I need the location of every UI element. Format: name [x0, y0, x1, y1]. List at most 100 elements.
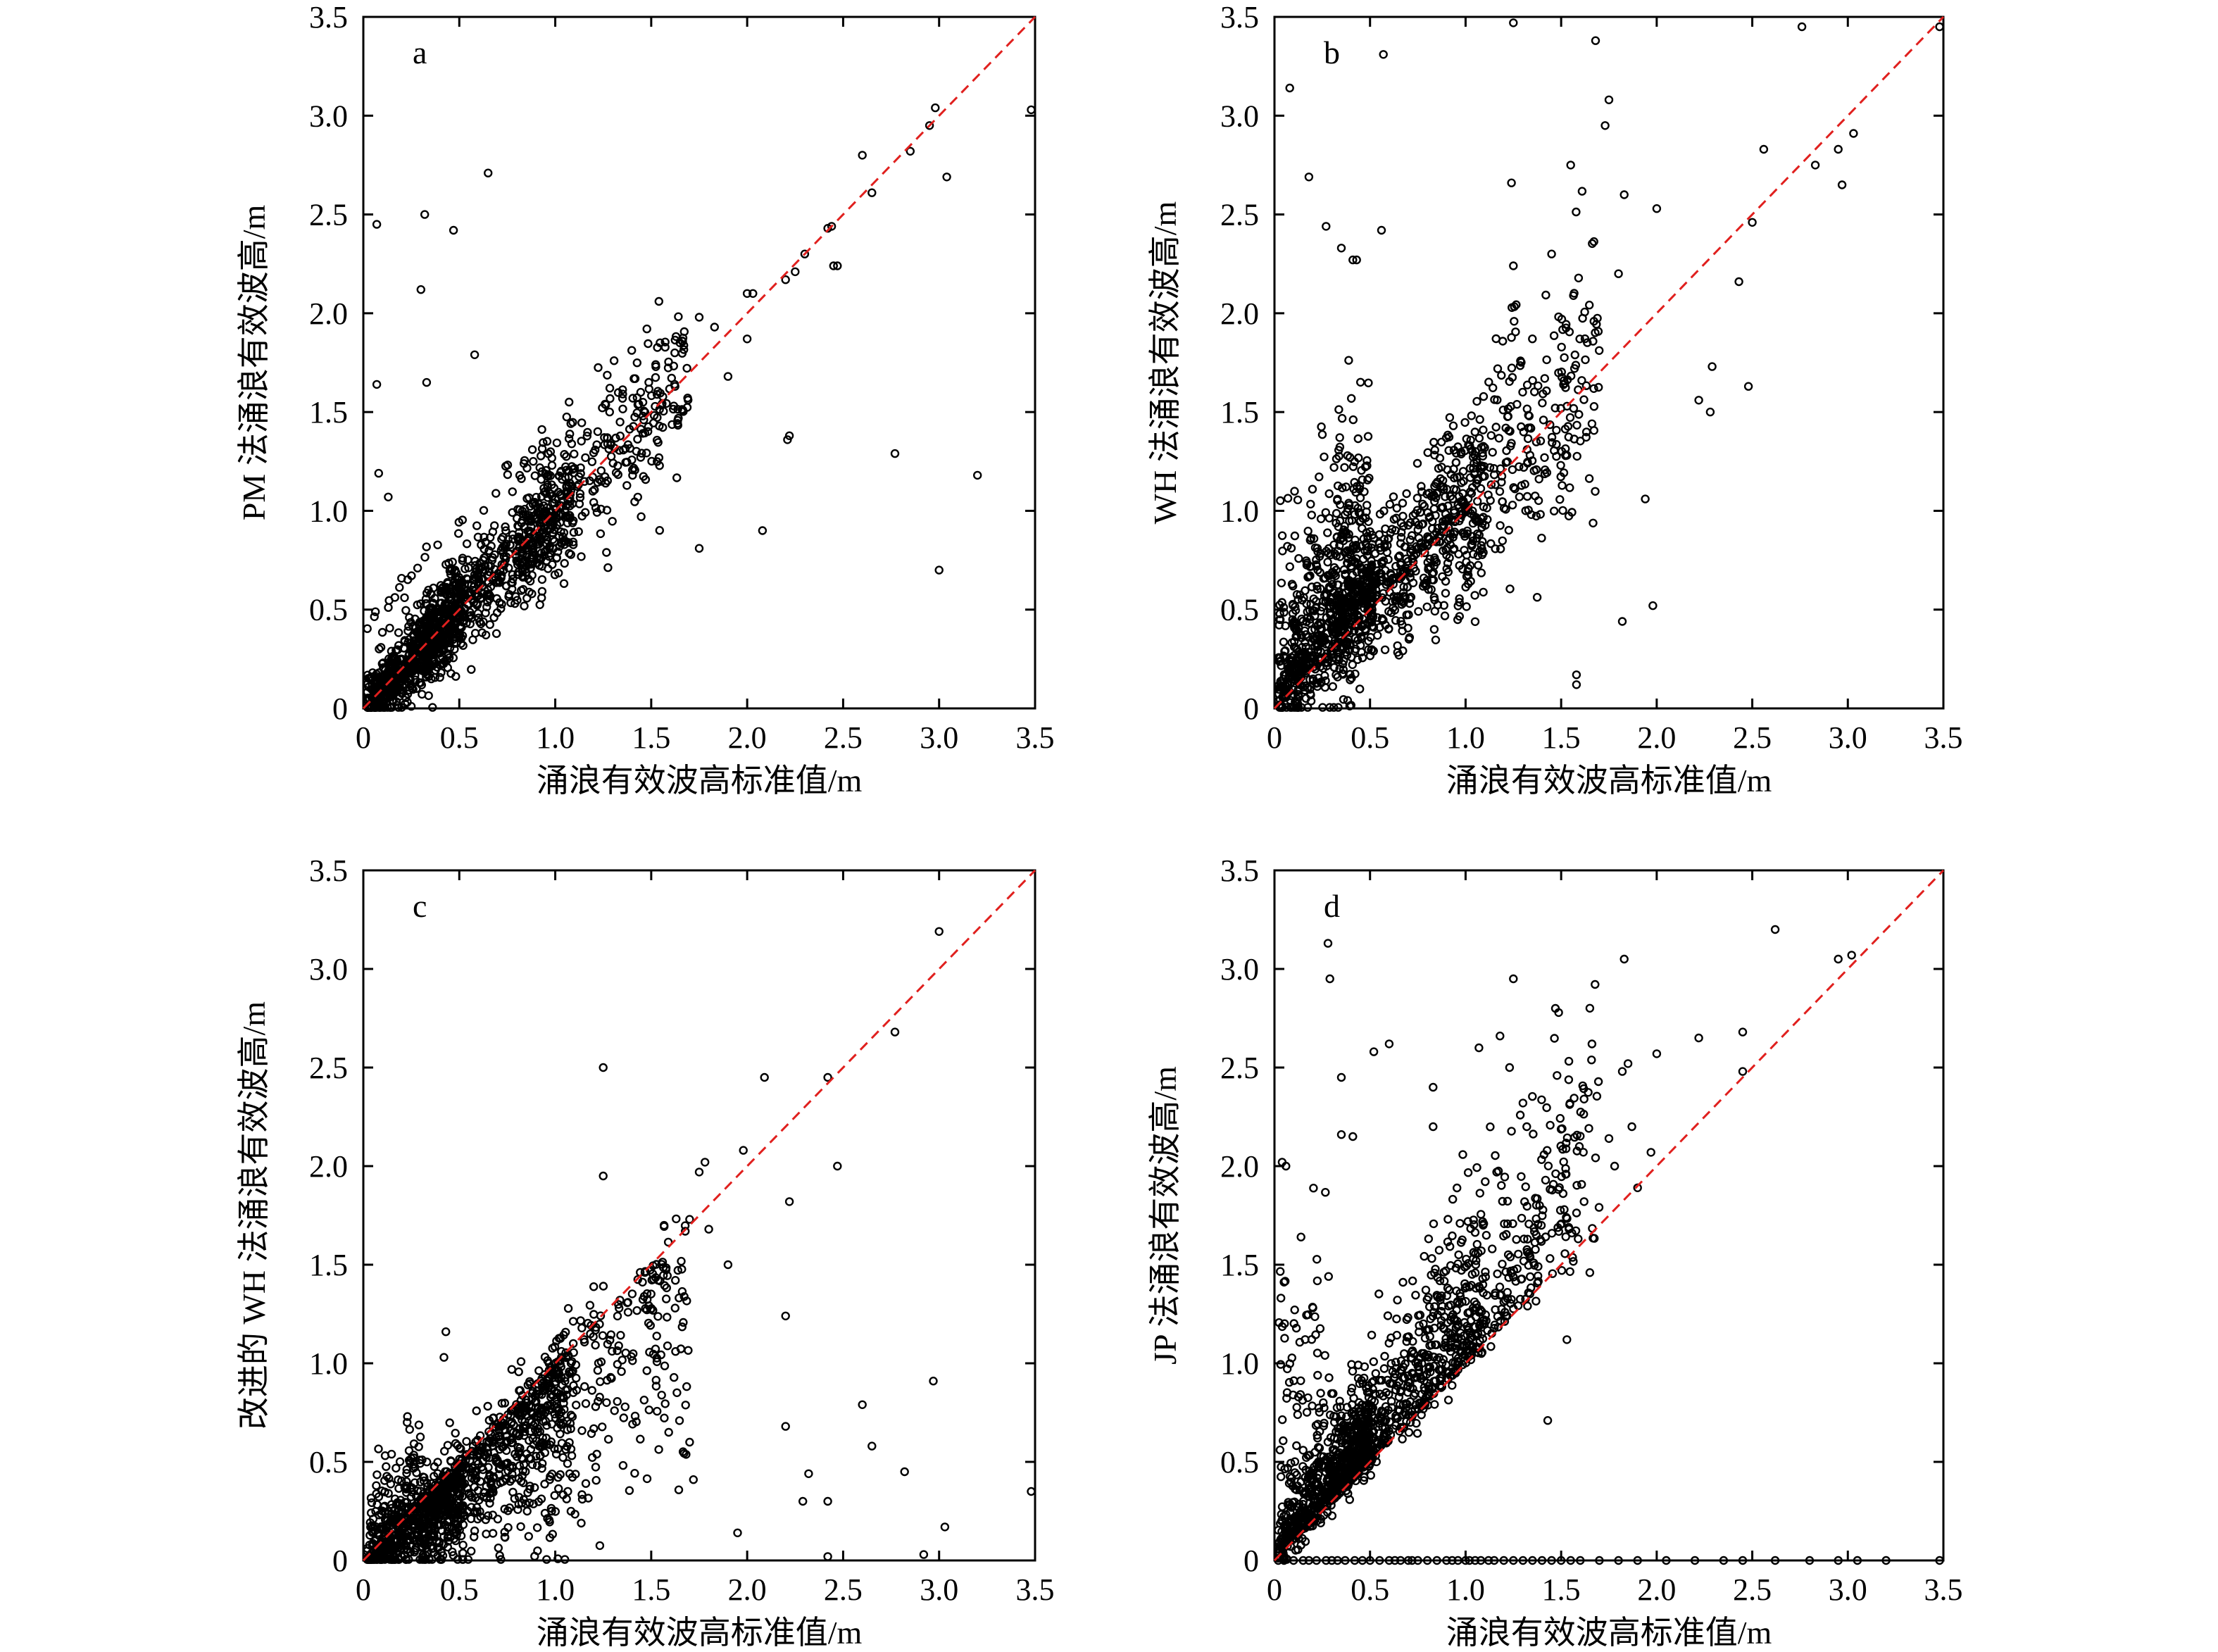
- data-point: [1496, 521, 1505, 530]
- data-point: [1290, 531, 1300, 541]
- data-point: [1436, 437, 1446, 446]
- data-point: [1280, 646, 1289, 656]
- data-point: [1519, 427, 1529, 437]
- data-point: [1431, 635, 1441, 644]
- data-point: [1474, 561, 1483, 570]
- data-point: [1584, 301, 1594, 310]
- data-point: [1312, 682, 1322, 692]
- data-point: [1534, 496, 1543, 506]
- data-point: [660, 1399, 670, 1408]
- data-point: [1302, 561, 1312, 570]
- data-point: [1460, 418, 1470, 427]
- data-point: [581, 1479, 591, 1488]
- data-point: [1536, 510, 1545, 519]
- data-point: [563, 1459, 572, 1468]
- scatter-points: [363, 927, 1036, 1564]
- data-point: [1420, 501, 1429, 511]
- data-point: [448, 630, 457, 639]
- data-point: [527, 560, 537, 569]
- data-point: [1329, 703, 1339, 712]
- data-point: [1571, 361, 1581, 370]
- data-point: [1455, 561, 1464, 570]
- data-point: [1589, 518, 1598, 527]
- data-point: [1332, 654, 1341, 664]
- data-point: [1569, 403, 1579, 413]
- data-point: [679, 1318, 688, 1327]
- data-point: [422, 631, 432, 640]
- data-point: [1309, 1183, 1318, 1193]
- data-point: [1439, 601, 1449, 610]
- data-point: [1497, 370, 1506, 380]
- data-point: [663, 1341, 672, 1351]
- data-point: [431, 665, 440, 675]
- data-point: [615, 431, 625, 441]
- data-point: [1361, 594, 1371, 603]
- data-point: [1510, 484, 1520, 494]
- data-point: [475, 558, 484, 568]
- data-point: [617, 1367, 626, 1376]
- data-point: [556, 489, 565, 499]
- data-point: [670, 1303, 679, 1313]
- data-point: [1379, 589, 1388, 598]
- data-point: [1556, 472, 1565, 482]
- y-tick-label: 3.0: [1220, 99, 1259, 133]
- data-point: [1345, 453, 1355, 462]
- data-point: [1377, 614, 1387, 623]
- data-point: [1440, 611, 1450, 620]
- data-point: [1320, 652, 1330, 661]
- data-point: [1293, 694, 1303, 703]
- data-point: [1315, 568, 1324, 577]
- data-point: [1355, 493, 1365, 503]
- y-tick-label: 1.5: [309, 395, 348, 430]
- data-point: [1348, 255, 1358, 265]
- data-point: [577, 1494, 587, 1504]
- data-point: [1293, 595, 1303, 604]
- data-point: [566, 1506, 576, 1516]
- data-point: [507, 1365, 516, 1374]
- data-point: [1515, 492, 1524, 501]
- data-point: [662, 399, 671, 408]
- data-point: [781, 1311, 790, 1321]
- data-point: [454, 529, 463, 538]
- data-point: [1462, 551, 1472, 560]
- data-point: [673, 420, 682, 430]
- data-point: [473, 532, 483, 542]
- data-point: [829, 261, 839, 270]
- y-tick-label: 3.5: [309, 853, 348, 888]
- data-point: [371, 699, 380, 708]
- data-point: [569, 468, 578, 477]
- data-point: [652, 389, 662, 399]
- data-point: [1534, 381, 1543, 391]
- data-point: [1581, 432, 1591, 442]
- data-point: [890, 1027, 900, 1037]
- data-point: [581, 508, 590, 517]
- data-point: [609, 356, 619, 365]
- data-point: [672, 1214, 681, 1224]
- data-point: [689, 1475, 698, 1484]
- data-point: [1293, 703, 1303, 712]
- data-point: [1555, 495, 1565, 504]
- data-point: [623, 1308, 633, 1317]
- data-point: [591, 1340, 600, 1350]
- data-point: [451, 1428, 460, 1438]
- data-point: [619, 445, 628, 455]
- data-point: [472, 567, 481, 576]
- data-point: [613, 1396, 622, 1406]
- data-point: [630, 1468, 639, 1478]
- data-point: [1305, 571, 1315, 580]
- data-point: [1539, 415, 1548, 425]
- data-point: [1288, 599, 1298, 609]
- data-point: [413, 637, 423, 646]
- data-point: [430, 613, 439, 623]
- x-tick-label: 1.5: [632, 1572, 670, 1607]
- data-point: [1935, 22, 1944, 32]
- data-point: [1584, 474, 1594, 483]
- data-point: [1284, 677, 1293, 687]
- data-point: [1705, 407, 1715, 417]
- data-point: [823, 1552, 832, 1561]
- data-point: [1446, 529, 1455, 539]
- panel-letter: d: [1324, 888, 1340, 924]
- data-point: [560, 450, 569, 459]
- data-point: [1540, 465, 1550, 475]
- data-point: [385, 623, 394, 633]
